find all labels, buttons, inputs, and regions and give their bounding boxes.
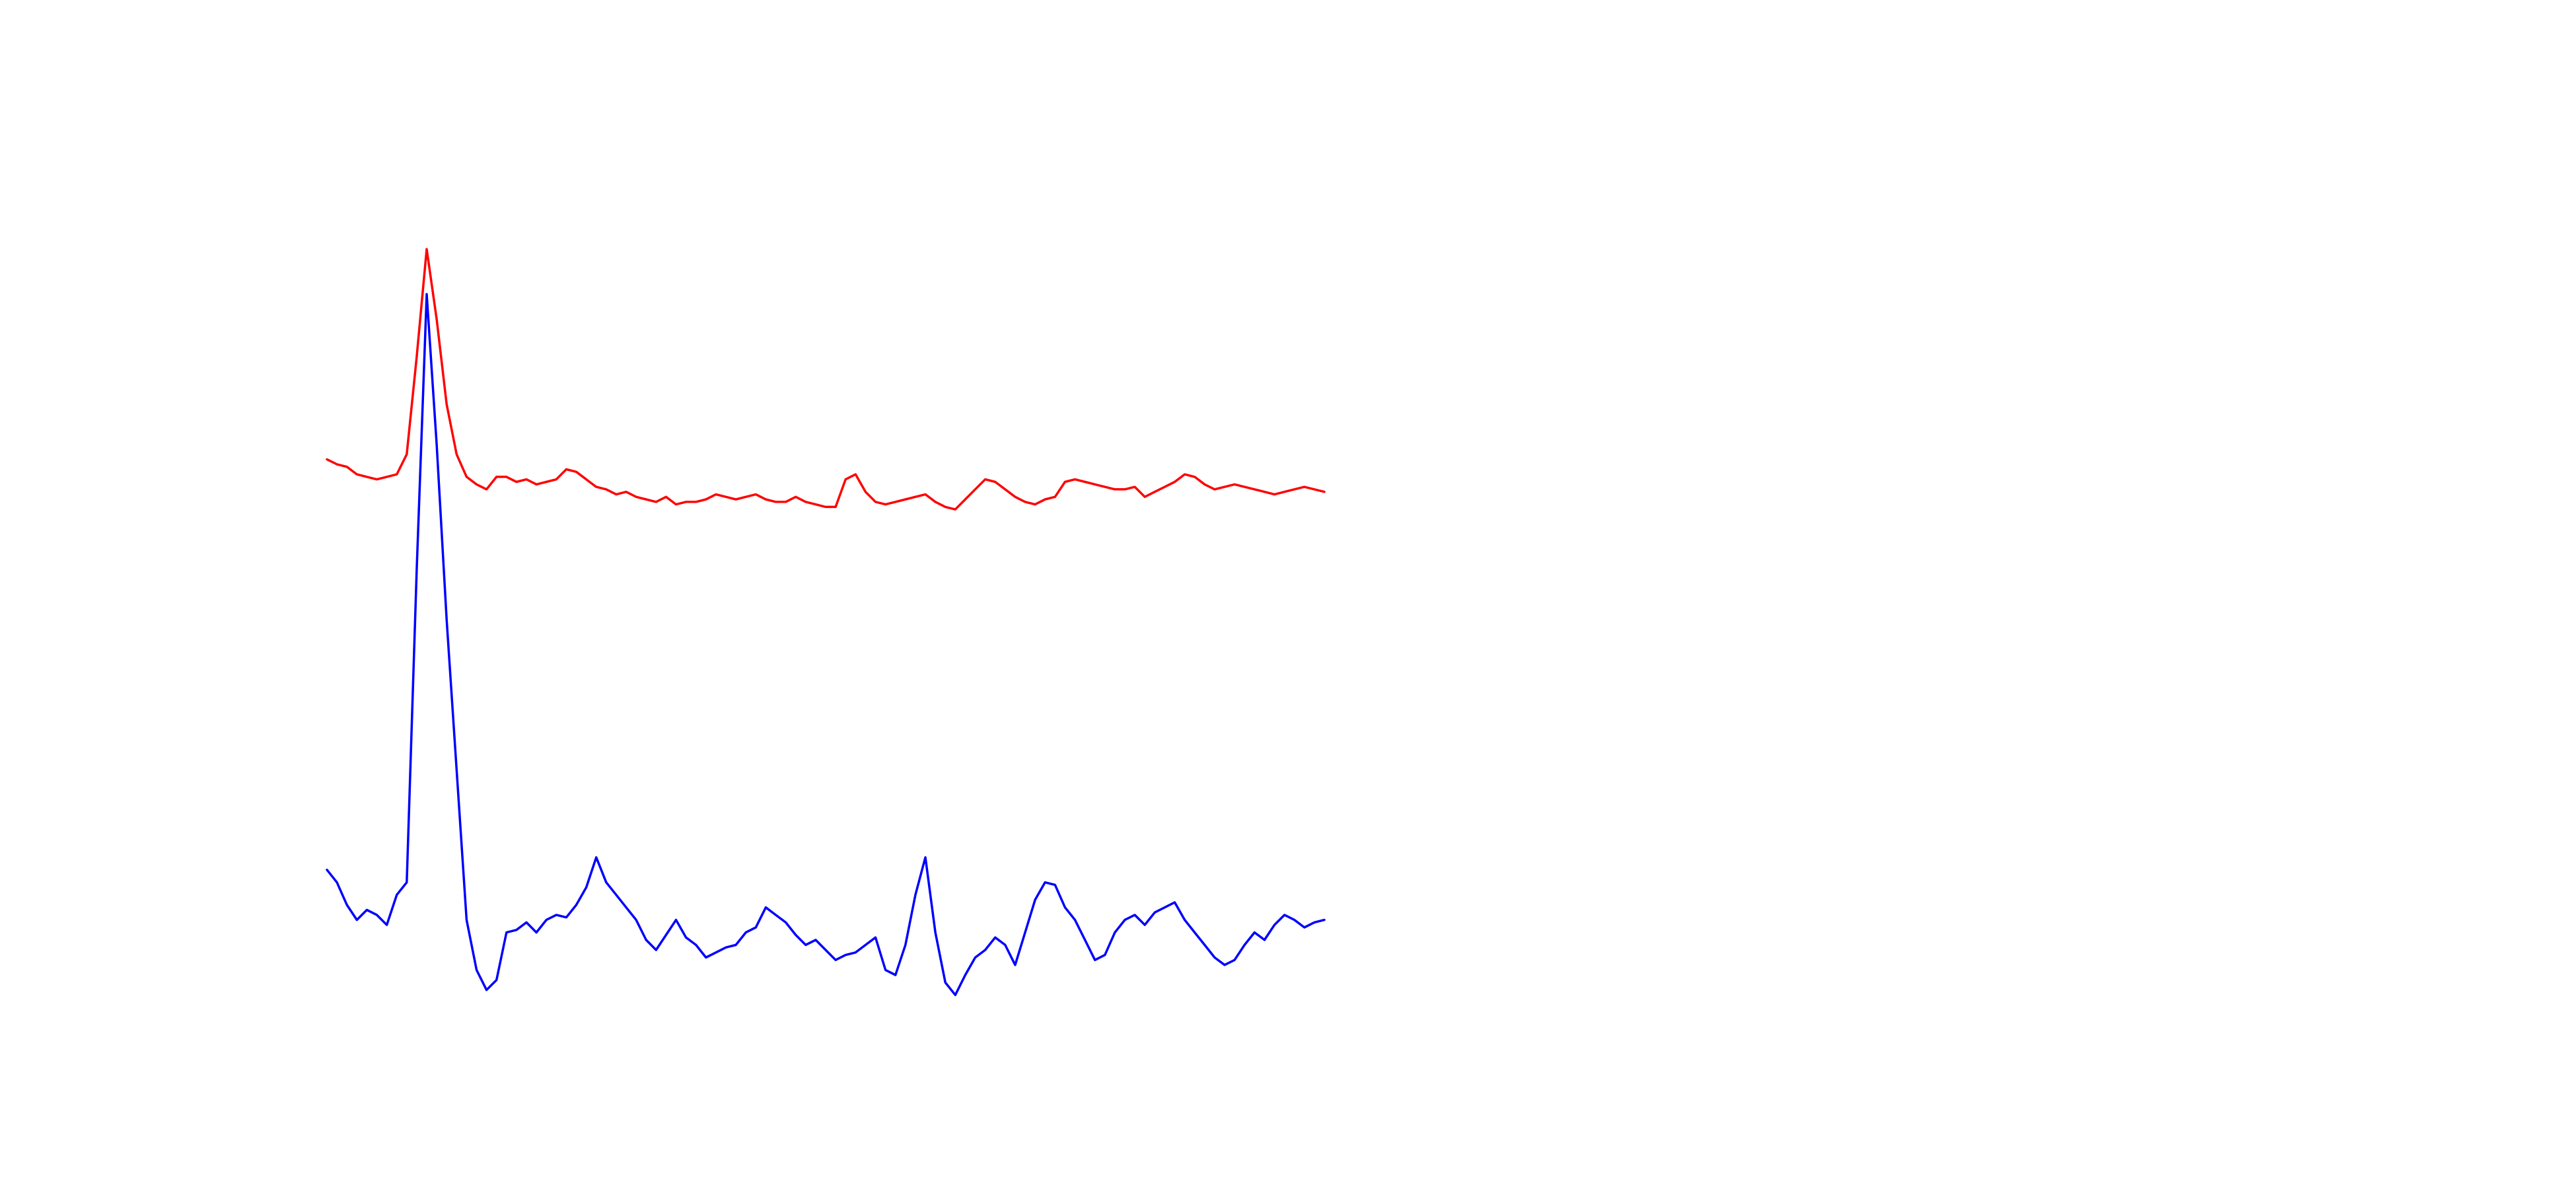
series-layer xyxy=(326,248,1326,997)
series-line-1 xyxy=(326,248,1326,511)
series-line-2 xyxy=(326,293,1326,997)
